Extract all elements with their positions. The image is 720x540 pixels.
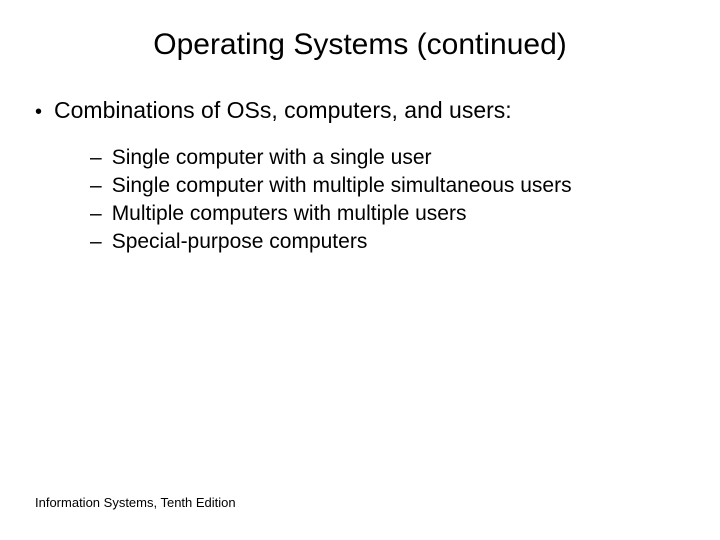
list-item-level2: – Special-purpose computers bbox=[90, 230, 720, 254]
dash-icon: – bbox=[90, 174, 102, 198]
slide-footer: Information Systems, Tenth Edition bbox=[35, 495, 236, 510]
slide-title: Operating Systems (continued) bbox=[0, 0, 720, 97]
bullet-list-level1: • Combinations of OSs, computers, and us… bbox=[35, 97, 720, 124]
list-item-text: Single computer with a single user bbox=[112, 146, 432, 170]
bullet-icon: • bbox=[35, 101, 42, 124]
list-item-level1: • Combinations of OSs, computers, and us… bbox=[35, 97, 720, 124]
list-item-level2: – Single computer with multiple simultan… bbox=[90, 174, 720, 198]
list-item-level2: – Single computer with a single user bbox=[90, 146, 720, 170]
list-item-text: Special-purpose computers bbox=[112, 230, 368, 254]
list-item-text: Single computer with multiple simultaneo… bbox=[112, 174, 572, 198]
list-item-level2: – Multiple computers with multiple users bbox=[90, 202, 720, 226]
dash-icon: – bbox=[90, 202, 102, 226]
dash-icon: – bbox=[90, 230, 102, 254]
list-item-text: Multiple computers with multiple users bbox=[112, 202, 467, 226]
dash-icon: – bbox=[90, 146, 102, 170]
slide-content: • Combinations of OSs, computers, and us… bbox=[0, 97, 720, 254]
list-item-text: Combinations of OSs, computers, and user… bbox=[54, 97, 512, 124]
bullet-list-level2: – Single computer with a single user – S… bbox=[35, 136, 720, 254]
